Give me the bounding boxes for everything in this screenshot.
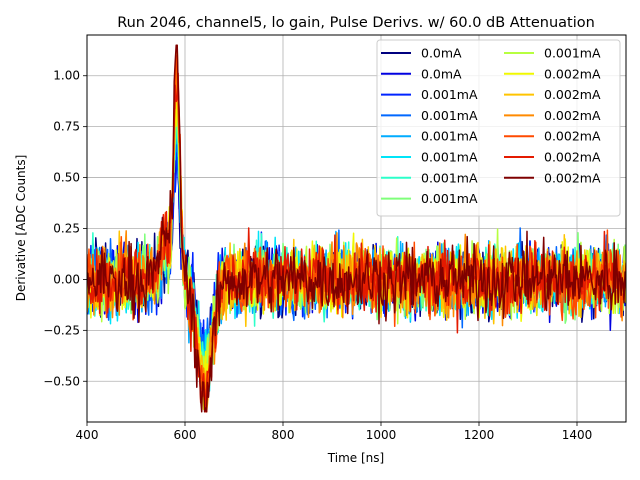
- x-tick-label: 400: [76, 428, 99, 442]
- y-tick-label: 0.00: [53, 272, 80, 286]
- y-tick-label: 0.75: [53, 120, 80, 134]
- legend-label: 0.002mA: [544, 129, 601, 144]
- y-tick-label: 0.25: [53, 222, 80, 236]
- y-tick-label: −0.50: [43, 374, 80, 388]
- legend-label: 0.002mA: [544, 170, 601, 185]
- series-line: [87, 44, 626, 413]
- legend-label: 0.001mA: [421, 191, 478, 206]
- traces: [87, 44, 626, 413]
- legend-label: 0.001mA: [421, 87, 478, 102]
- y-axis-label: Derivative [ADC Counts]: [14, 155, 28, 302]
- legend-label: 0.002mA: [544, 66, 601, 81]
- legend-label: 0.001mA: [544, 46, 601, 61]
- y-tick-label: 0.50: [53, 171, 80, 185]
- legend-label: 0.002mA: [544, 150, 601, 165]
- legend-label: 0.001mA: [421, 150, 478, 165]
- x-axis-label: Time [ns]: [327, 451, 384, 465]
- legend-label: 0.001mA: [421, 108, 478, 123]
- chart-title: Run 2046, channel5, lo gain, Pulse Deriv…: [117, 15, 595, 31]
- x-tick-label: 800: [272, 428, 295, 442]
- legend-label: 0.002mA: [544, 108, 601, 123]
- legend-label: 0.0mA: [421, 66, 462, 81]
- y-axis-ticks: −0.50 −0.25 0.00 0.25 0.50 0.75 1.00: [43, 69, 87, 388]
- x-tick-label: 1400: [562, 428, 593, 442]
- legend: 0.0mA 0.0mA 0.001mA 0.001mA 0.001mA 0.001mA 0.…: [376, 39, 621, 217]
- legend-box: [376, 39, 621, 217]
- y-tick-label: 1.00: [53, 69, 80, 83]
- y-tick-label: −0.25: [43, 323, 80, 337]
- legend-label: 0.001mA: [421, 170, 478, 185]
- legend-label: 0.002mA: [544, 87, 601, 102]
- x-tick-label: 1000: [366, 428, 397, 442]
- x-tick-label: 1200: [464, 428, 495, 442]
- legend-label: 0.0mA: [421, 46, 462, 61]
- x-tick-label: 600: [174, 428, 197, 442]
- x-axis-ticks: 400 600 800 1000 1200 1400: [76, 422, 593, 442]
- legend-label: 0.001mA: [421, 129, 478, 144]
